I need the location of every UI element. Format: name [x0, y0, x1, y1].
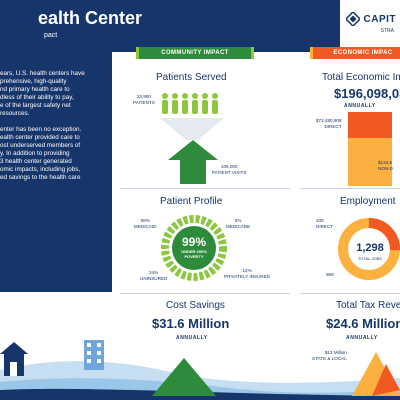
intro-line: ost underserved members of: [0, 142, 81, 149]
direct-economic-impact: $72,480,908 DIRECT: [316, 118, 342, 129]
intro-line: 3 health center generated: [0, 158, 72, 165]
divider: [300, 188, 400, 189]
intro-line: ealth center provided care to: [0, 134, 80, 141]
logo-panel: [340, 0, 400, 52]
house-icon: [0, 342, 28, 376]
total-tax-revenue-value: $24.6 Million: [326, 316, 400, 331]
intro-line: ears, U.S. health centers have: [0, 70, 85, 77]
page-subtitle: pact: [44, 32, 58, 39]
divider: [300, 293, 400, 294]
intro-line: y. In addition to providing: [0, 150, 70, 157]
patient-profile-title: Patient Profile: [160, 196, 223, 207]
header-bar: [0, 0, 400, 52]
intro-line: ed savings to the health care: [0, 174, 81, 181]
logo-subtext: STRA: [380, 28, 394, 34]
intro-line: prehensive, high-quality: [0, 78, 67, 85]
economic-impact-stacked-bar: [348, 112, 392, 186]
cost-savings-title: Cost Savings: [166, 300, 225, 311]
total-tax-revenue-annual: ANNUALLY: [346, 335, 378, 341]
intro-line: dless of their ability to pay,: [0, 94, 74, 101]
economic-impact-banner: ECONOMIC IMPAC: [310, 47, 400, 59]
community-impact-banner: COMMUNITY IMPACT: [136, 47, 254, 59]
divider: [120, 188, 290, 189]
logo-text: CAPIT: [363, 14, 396, 25]
state-local-tax: $13 Million STATE & LOCAL: [312, 350, 347, 361]
medicare-percentage: 3% MEDICARE: [226, 218, 251, 229]
total-tax-revenue-title: Total Tax Revenu: [336, 300, 400, 311]
intro-line: e of the largest safety net: [0, 102, 71, 109]
patients-served-title: Patients Served: [156, 72, 227, 83]
patient-profile-donut: [161, 215, 227, 281]
patients-people-icon: [162, 93, 218, 114]
employment-total: 1,298: [356, 242, 384, 254]
non-direct-economic-impact: $123,6 NON-D: [378, 160, 394, 171]
uninsured-percentage: 34% UNINSURED: [140, 270, 168, 281]
page-title: ealth Center: [38, 8, 143, 28]
intro-panel: ears, U.S. health centers have prehensive…: [0, 52, 112, 292]
intro-line: enter has been no exception.: [0, 126, 82, 133]
intro-line: omic impacts, including jobs,: [0, 166, 81, 173]
logo-diamond-icon: [346, 12, 360, 26]
medicaid-percentage: 59% MEDICAID: [134, 218, 157, 229]
total-economic-impact-value: $196,098,03: [334, 86, 400, 101]
privately-insured-percentage: 12% PRIVATELY INSURED: [224, 268, 271, 279]
intro-line: nd primary health care to: [0, 86, 70, 93]
patient-visits-arrow-graphic: [168, 140, 218, 184]
employment-title: Employment: [340, 196, 396, 207]
cost-savings-value: $31.6 Million: [152, 316, 230, 331]
bottom-landscape-graphic: [0, 352, 400, 400]
patient-visits-count: 106,000 PATIENT VISITS: [212, 164, 247, 175]
poverty-percentage-label: UNDER 200% POVERTY: [181, 249, 207, 259]
employment-total-label: TOTAL JOBS: [358, 256, 382, 261]
patients-count: 23,900 PATIENTS: [133, 94, 155, 105]
patients-funnel-graphic: [160, 118, 224, 140]
employment-direct: 339 DIRECT: [316, 218, 334, 229]
employment-donut: [338, 218, 400, 280]
building-icon: [84, 340, 104, 370]
intro-line: resources.: [0, 110, 30, 117]
employment-other: 959: [326, 272, 334, 277]
poverty-percentage: 99%: [181, 235, 207, 249]
cost-savings-annual: ANNUALLY: [176, 335, 208, 341]
total-economic-impact-title: Total Economic Imp: [322, 72, 400, 83]
divider: [120, 293, 290, 294]
total-economic-annual: ANNUALLY: [344, 103, 376, 109]
